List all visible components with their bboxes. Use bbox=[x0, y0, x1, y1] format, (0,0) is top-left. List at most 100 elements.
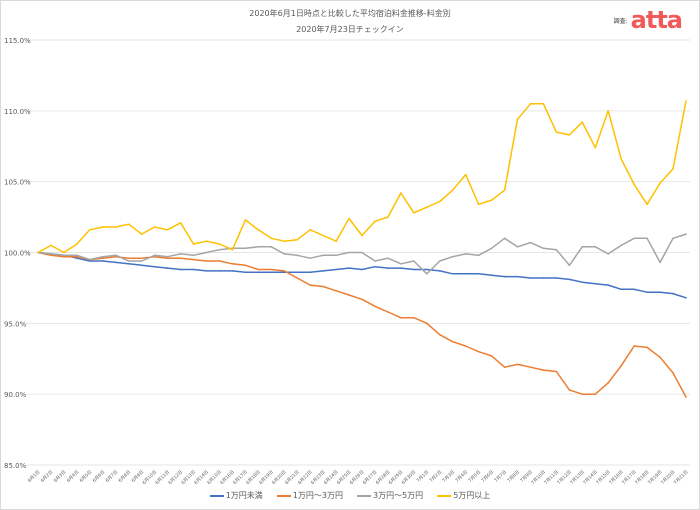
data-point bbox=[555, 277, 558, 279]
data-point bbox=[361, 234, 363, 237]
data-point bbox=[63, 254, 65, 257]
data-point bbox=[348, 294, 350, 296]
data-point bbox=[140, 233, 143, 235]
data-point bbox=[270, 237, 273, 240]
chart-title: 2020年6月1日時点と比較した平均宿泊料金推移-料金別 bbox=[249, 9, 451, 18]
data-point bbox=[257, 271, 260, 274]
data-point bbox=[516, 363, 519, 366]
data-point bbox=[633, 288, 635, 291]
data-point bbox=[685, 396, 687, 398]
data-point bbox=[296, 277, 299, 279]
x-tick-label: 7月2日 bbox=[429, 469, 444, 484]
y-tick-label: 90.0% bbox=[4, 391, 27, 399]
data-point bbox=[374, 220, 376, 223]
data-point bbox=[322, 234, 324, 237]
data-point bbox=[581, 393, 584, 395]
x-tick-label: 7月8日 bbox=[506, 469, 521, 484]
y-tick-label: 115.0% bbox=[4, 37, 31, 45]
data-point bbox=[594, 393, 597, 395]
data-point bbox=[283, 270, 286, 272]
data-point bbox=[400, 192, 402, 194]
data-point bbox=[451, 340, 454, 343]
data-point bbox=[218, 270, 221, 272]
data-point bbox=[270, 246, 273, 248]
data-point bbox=[50, 253, 52, 255]
data-point bbox=[451, 272, 454, 275]
x-tick-label: 7月1日 bbox=[416, 469, 431, 484]
data-point bbox=[529, 241, 532, 244]
data-point bbox=[620, 365, 622, 367]
data-point bbox=[529, 102, 532, 105]
legend-label: 3万円～5万円 bbox=[373, 491, 424, 500]
data-point bbox=[672, 168, 674, 170]
data-point bbox=[244, 271, 247, 274]
data-point bbox=[309, 284, 311, 286]
data-point bbox=[114, 226, 117, 228]
data-point bbox=[387, 216, 389, 218]
data-point bbox=[257, 229, 260, 231]
data-point bbox=[607, 253, 610, 255]
data-point bbox=[244, 247, 247, 250]
x-tick-label: 6月4日 bbox=[66, 469, 81, 484]
data-point bbox=[296, 238, 299, 241]
data-point bbox=[63, 255, 65, 258]
data-point bbox=[218, 248, 221, 251]
data-point bbox=[516, 118, 519, 121]
data-point bbox=[335, 268, 337, 271]
brand-logo: atta bbox=[630, 6, 683, 34]
x-tick-label: 6月1日 bbox=[27, 469, 42, 484]
data-point bbox=[464, 173, 467, 176]
data-point bbox=[231, 263, 234, 265]
data-point bbox=[335, 240, 337, 242]
data-point bbox=[102, 260, 104, 262]
data-point bbox=[127, 223, 130, 225]
data-point bbox=[516, 275, 519, 278]
legend-swatch bbox=[357, 494, 371, 497]
data-point bbox=[633, 345, 635, 347]
data-point bbox=[374, 260, 376, 262]
data-point bbox=[542, 102, 545, 105]
data-point bbox=[542, 277, 545, 279]
data-point bbox=[205, 270, 208, 272]
x-tick-label: 7月5日 bbox=[467, 469, 482, 484]
data-point bbox=[685, 297, 687, 299]
data-point bbox=[140, 257, 143, 259]
x-tick-label: 6月5日 bbox=[79, 469, 94, 484]
data-point bbox=[296, 271, 299, 274]
data-point bbox=[490, 274, 493, 276]
data-point bbox=[633, 183, 635, 186]
data-point bbox=[179, 253, 182, 255]
data-point bbox=[89, 260, 91, 262]
data-point bbox=[205, 240, 208, 242]
data-point bbox=[140, 264, 143, 267]
data-point bbox=[218, 243, 221, 245]
data-point bbox=[503, 237, 506, 240]
survey-label: 調査: bbox=[613, 17, 628, 25]
data-point bbox=[37, 251, 39, 254]
data-point bbox=[153, 255, 156, 258]
data-point bbox=[620, 244, 622, 247]
data-point bbox=[594, 246, 597, 248]
data-point bbox=[685, 233, 687, 235]
data-point bbox=[464, 272, 467, 275]
data-point bbox=[322, 270, 324, 272]
data-point bbox=[309, 257, 311, 259]
data-point bbox=[659, 291, 661, 293]
data-point bbox=[192, 243, 195, 245]
data-point bbox=[594, 282, 597, 285]
data-point bbox=[646, 346, 648, 349]
data-point bbox=[503, 275, 506, 278]
data-point bbox=[348, 217, 350, 220]
x-tick-label: 6月7日 bbox=[105, 469, 120, 484]
data-point bbox=[490, 199, 493, 201]
y-tick-label: 85.0% bbox=[4, 462, 27, 470]
data-point bbox=[426, 322, 428, 325]
data-point bbox=[672, 292, 674, 295]
data-point bbox=[477, 254, 480, 257]
data-point bbox=[568, 389, 571, 391]
x-tick-label: 7月4日 bbox=[454, 469, 469, 484]
data-point bbox=[413, 212, 415, 214]
legend: 1万円未満 1万円～3万円 3万円～5万円 5万円以上 bbox=[0, 490, 700, 501]
data-point bbox=[76, 254, 78, 257]
